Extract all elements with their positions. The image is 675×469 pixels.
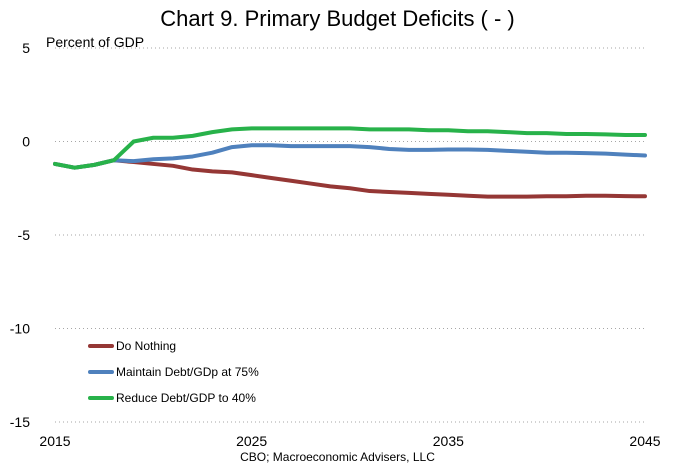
series-line-0 xyxy=(53,158,647,199)
legend-label-0: Do Nothing xyxy=(116,339,176,353)
y-tick-label-1: 0 xyxy=(22,134,30,150)
legend-label-2: Reduce Debt/GDP to 40% xyxy=(116,391,256,405)
series-line-2 xyxy=(53,126,647,170)
x-tick-label-3: 2045 xyxy=(629,433,660,449)
y-tick-label-4: -15 xyxy=(10,414,30,430)
y-tick-label-0: 5 xyxy=(22,40,30,56)
y-tick-label-3: -10 xyxy=(10,321,30,337)
source-note: CBO; Macroeconomic Advisers, LLC xyxy=(240,450,435,464)
y-tick-label-2: -5 xyxy=(18,227,31,243)
x-tick-label-2: 2035 xyxy=(433,433,464,449)
x-tick-label-0: 2015 xyxy=(39,433,70,449)
series-line-1 xyxy=(53,143,647,170)
x-tick-label-1: 2025 xyxy=(236,433,267,449)
legend-label-1: Maintain Debt/GDp at 75% xyxy=(116,365,259,379)
chart-title: Chart 9. Primary Budget Deficits ( - ) xyxy=(160,6,515,31)
y-axis-unit-label: Percent of GDP xyxy=(46,34,145,50)
